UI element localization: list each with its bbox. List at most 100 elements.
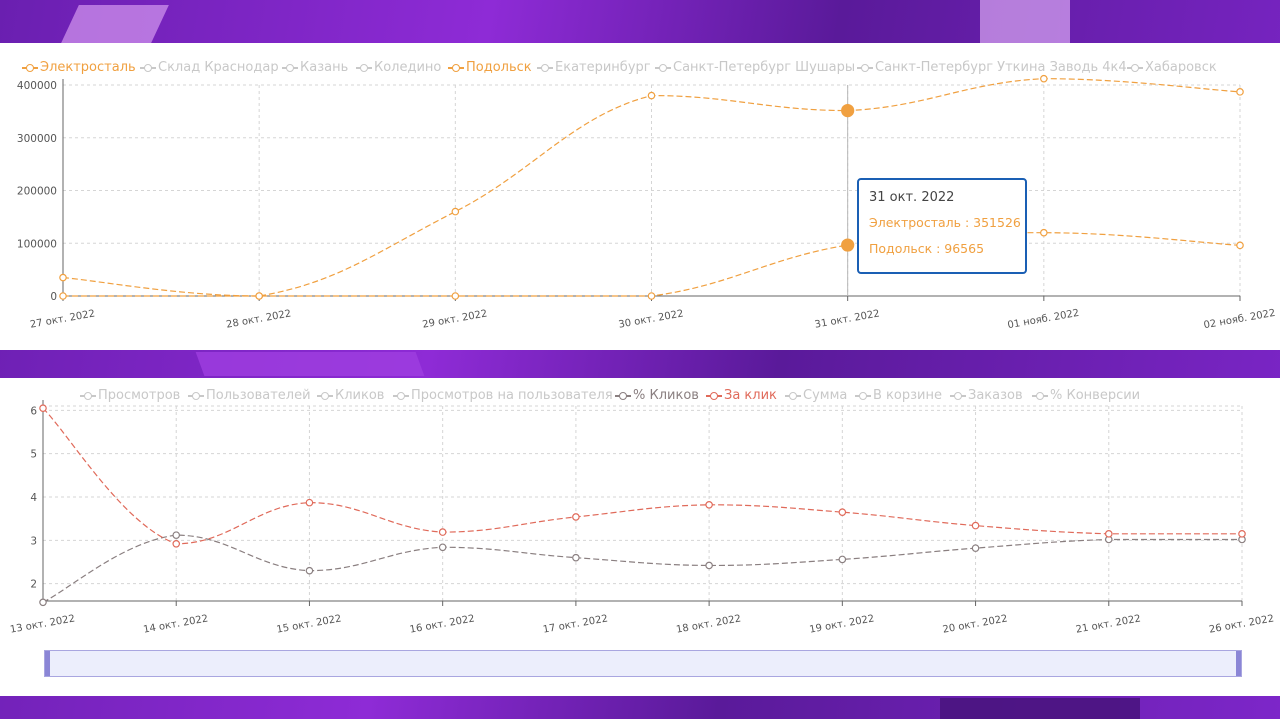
x-tick-label: 13 окт. 2022 xyxy=(9,613,76,635)
legend-item[interactable]: Санкт-Петербург Уткина Заводь 4к4 xyxy=(857,60,1127,75)
legend-label: % Кликов xyxy=(633,388,699,403)
x-tick-label: 18 окт. 2022 xyxy=(675,613,742,635)
data-point[interactable] xyxy=(1104,530,1113,538)
data-point[interactable] xyxy=(59,273,67,282)
x-tick-label: 20 окт. 2022 xyxy=(942,613,1009,635)
data-point[interactable] xyxy=(451,292,460,300)
series-line xyxy=(42,407,1242,545)
legend-item[interactable]: Кликов xyxy=(317,388,384,403)
data-point[interactable] xyxy=(1040,74,1048,83)
tooltip-row: Электросталь : 351526 xyxy=(869,215,1021,230)
legend-label: % Конверсии xyxy=(1050,388,1141,403)
data-point[interactable] xyxy=(1236,88,1244,96)
data-point[interactable] xyxy=(1040,228,1048,237)
data-point[interactable] xyxy=(1238,530,1246,538)
legend-item[interactable]: Заказов xyxy=(950,388,1023,403)
legend-item[interactable]: Подольск xyxy=(448,60,532,75)
legend-marker-icon xyxy=(317,391,333,401)
data-point[interactable] xyxy=(172,531,181,539)
legend-label: Кликов xyxy=(335,388,385,403)
data-point[interactable] xyxy=(255,292,263,300)
zoom-handle-right[interactable] xyxy=(1236,651,1241,676)
background-shape xyxy=(61,5,169,43)
data-point[interactable] xyxy=(39,598,47,607)
legend-item[interactable]: Пользователей xyxy=(188,388,311,403)
x-tick-label: 30 окт. 2022 xyxy=(618,308,685,330)
legend-marker-icon xyxy=(950,391,966,401)
data-point[interactable] xyxy=(1236,241,1244,250)
data-point[interactable] xyxy=(647,91,656,100)
legend-marker-icon xyxy=(80,391,96,401)
legend-label: Склад Краснодар xyxy=(158,60,279,75)
legend-label: Сумма xyxy=(803,388,848,403)
legend-marker-icon xyxy=(22,63,38,73)
data-point[interactable] xyxy=(438,543,447,552)
data-point[interactable] xyxy=(705,501,713,509)
y-tick-label: 300000 xyxy=(17,133,57,145)
legend-item[interactable]: Коледино xyxy=(356,60,441,75)
data-point[interactable] xyxy=(438,528,447,536)
legend-item[interactable]: Санкт-Петербург Шушары xyxy=(655,60,855,75)
legend-marker-icon xyxy=(785,391,801,401)
legend-label: Пользователей xyxy=(206,388,311,403)
legend-item[interactable]: Сумма xyxy=(785,388,847,403)
legend-item[interactable]: Склад Краснодар xyxy=(140,60,279,75)
line-chart-warehouses: 0 100000 200000 300000 400000 27 окт. 2022 28 … xyxy=(17,74,1276,331)
zoom-handle-left[interactable] xyxy=(45,651,50,676)
legend-label: Екатеринбург xyxy=(555,60,651,75)
data-point[interactable] xyxy=(451,207,460,216)
y-tick-label: 4 xyxy=(30,492,37,504)
data-point[interactable] xyxy=(572,513,580,521)
data-point[interactable] xyxy=(705,561,713,570)
data-point[interactable] xyxy=(572,553,580,562)
y-tick-label: 3 xyxy=(30,535,37,547)
legend-marker-icon xyxy=(282,63,298,73)
data-point[interactable] xyxy=(305,498,314,507)
legend-marker-icon xyxy=(706,391,722,401)
chart-legend: Просмотров Пользователей Кликов Просмотров … xyxy=(0,378,1280,403)
legend-label: Казань xyxy=(300,60,349,75)
data-point[interactable] xyxy=(841,103,855,118)
data-point[interactable] xyxy=(971,544,980,552)
zoom-slider[interactable] xyxy=(44,650,1242,677)
chart-tooltip: 31 окт. 2022 Электросталь : 351526 Подол… xyxy=(857,178,1027,274)
data-point[interactable] xyxy=(59,292,67,300)
legend-item[interactable]: Просмотров xyxy=(80,388,180,403)
x-tick-label: 31 окт. 2022 xyxy=(814,308,881,330)
background-shape xyxy=(195,352,425,376)
legend-label: Санкт-Петербург Шушары xyxy=(673,60,856,75)
chart-panel-clicks: Просмотров Пользователей Кликов Просмотров … xyxy=(0,378,1280,696)
chart-panel-warehouses: Электросталь Склад Краснодар Казань Коледин… xyxy=(0,43,1280,350)
data-point[interactable] xyxy=(841,238,855,252)
legend-marker-icon xyxy=(615,391,631,401)
data-point[interactable] xyxy=(647,292,656,300)
data-point[interactable] xyxy=(838,508,847,516)
data-point[interactable] xyxy=(172,540,181,548)
legend-label: Коледино xyxy=(374,60,442,75)
y-tick-label: 5 xyxy=(30,449,37,461)
legend-marker-icon xyxy=(1127,63,1143,73)
legend-marker-icon xyxy=(448,63,464,73)
legend-marker-icon xyxy=(1032,391,1048,401)
legend-marker-icon xyxy=(356,63,372,73)
x-tick-label: 21 окт. 2022 xyxy=(1075,613,1142,635)
legend-item[interactable]: Хабаровск xyxy=(1127,60,1217,75)
legend-item[interactable]: Казань xyxy=(282,60,348,75)
x-tick-label: 19 окт. 2022 xyxy=(809,613,876,635)
data-point[interactable] xyxy=(39,404,47,412)
legend-marker-icon xyxy=(393,391,409,401)
x-tick-label: 17 окт. 2022 xyxy=(542,613,609,635)
legend-item[interactable]: За клик xyxy=(706,388,777,403)
legend-item[interactable]: Екатеринбург xyxy=(537,60,651,75)
legend-item[interactable]: В корзине xyxy=(855,388,942,403)
data-point[interactable] xyxy=(838,555,847,564)
legend-item[interactable]: % Кликов xyxy=(615,388,699,403)
x-tick-label: 29 окт. 2022 xyxy=(422,308,489,330)
legend-item[interactable]: % Конверсии xyxy=(1032,388,1140,403)
legend-item[interactable]: Просмотров на пользователя xyxy=(393,388,613,403)
legend-label: Заказов xyxy=(968,388,1023,403)
legend-item[interactable]: Электросталь xyxy=(22,60,136,75)
legend-label: За клик xyxy=(724,388,777,403)
data-point[interactable] xyxy=(305,566,314,575)
data-point[interactable] xyxy=(971,521,980,530)
